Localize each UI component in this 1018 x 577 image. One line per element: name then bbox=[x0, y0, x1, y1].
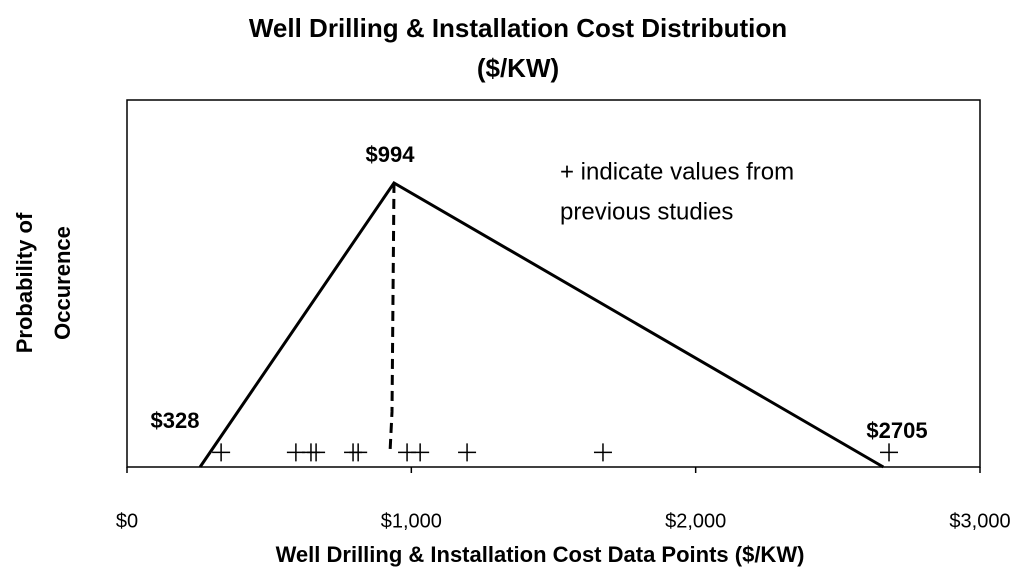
annotation: $2705 bbox=[866, 418, 927, 443]
annotation: $994 bbox=[366, 142, 416, 167]
x-tick-label: $2,000 bbox=[665, 510, 726, 532]
chart-title: ($/KW) bbox=[477, 53, 559, 83]
plot-frame bbox=[126, 99, 981, 468]
x-tick-label: $0 bbox=[116, 510, 138, 532]
data-point bbox=[411, 443, 430, 462]
annotation: $328 bbox=[151, 408, 200, 433]
y-axis-label: Probability of bbox=[12, 212, 37, 353]
data-point bbox=[593, 443, 612, 462]
data-point bbox=[880, 443, 899, 462]
chart-title: Well Drilling & Installation Cost Distri… bbox=[249, 13, 787, 43]
data-point bbox=[212, 443, 231, 462]
y-axis-label: Occurence bbox=[50, 226, 75, 340]
data-point bbox=[458, 443, 477, 462]
distribution-line bbox=[198, 180, 885, 469]
annotation: previous studies bbox=[560, 198, 733, 225]
x-tick-label: $3,000 bbox=[949, 510, 1010, 532]
x-axis-label: Well Drilling & Installation Cost Data P… bbox=[276, 542, 805, 567]
data-point bbox=[307, 443, 326, 462]
x-tick-label: $1,000 bbox=[381, 510, 442, 532]
data-point bbox=[349, 443, 368, 462]
mode-line bbox=[388, 182, 396, 453]
annotation: + indicate values from bbox=[560, 158, 794, 185]
data-point bbox=[286, 443, 305, 462]
